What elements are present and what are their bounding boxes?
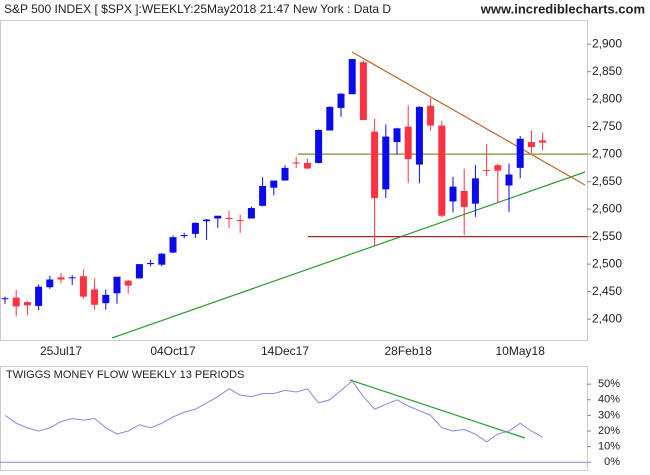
y-tick-label: 2,500	[592, 256, 622, 270]
y-tick-label: 2,550	[592, 229, 622, 243]
candle-body	[102, 294, 110, 304]
candle-body	[57, 277, 65, 280]
candle-body	[471, 178, 479, 204]
candle-body	[326, 106, 334, 131]
x-tick-label: 28Feb18	[385, 344, 433, 358]
candle-body	[113, 276, 121, 294]
y-tick-label: 2,450	[592, 284, 622, 298]
marks: 2,400 2,450 2,500 2,550 2,600 2,650 2,700 2,750…	[0, 36, 622, 468]
y-tick-label: 2,650	[592, 174, 622, 188]
candle-body	[259, 186, 267, 206]
y-tick-label: 2,750	[592, 119, 622, 133]
y-tick-label: 2,800	[592, 91, 622, 105]
candle-body	[415, 106, 423, 165]
candle-body	[247, 208, 255, 219]
candle-body	[494, 165, 502, 171]
candle-body	[516, 138, 524, 168]
candle-body	[449, 186, 457, 202]
candle-body	[303, 162, 311, 169]
indicator-title: TWIGGS MONEY FLOW WEEKLY 13 PERIODS	[6, 369, 244, 381]
price-panel	[0, 20, 588, 341]
y-tick-label: 30%	[598, 409, 620, 421]
candle-body	[315, 129, 323, 163]
resistance-trendline	[351, 51, 586, 186]
candle-body	[23, 302, 31, 306]
candle-body	[371, 131, 379, 199]
candle-body	[91, 289, 99, 305]
candle-body	[1, 298, 9, 300]
candle-body	[382, 136, 390, 190]
y-tick-label: 50%	[598, 378, 620, 390]
candle-body	[135, 264, 143, 279]
candle-body	[180, 234, 188, 237]
source-background	[432, 2, 650, 19]
candle-body	[337, 93, 345, 108]
y-tick-label: 2,900	[592, 36, 622, 50]
candle-body	[359, 62, 367, 121]
support-trendline	[111, 171, 586, 339]
indicator-trendline	[349, 379, 526, 439]
candle-body	[505, 174, 513, 186]
candle-body	[79, 276, 87, 297]
candle-body	[281, 167, 289, 181]
candle-body	[236, 220, 244, 222]
candle-body	[539, 140, 547, 143]
candle-body	[270, 180, 278, 188]
candle-body	[158, 253, 166, 265]
y-tick-label: 2,850	[592, 64, 622, 78]
candle-body	[68, 277, 76, 279]
y-tick-label: 0%	[604, 456, 620, 468]
candle-body	[35, 286, 43, 306]
y-tick-label: 10%	[598, 440, 620, 452]
candle-body	[427, 105, 435, 126]
candle-body	[147, 263, 155, 265]
candle-body	[348, 59, 356, 95]
candle-body	[460, 190, 468, 207]
candle-body	[46, 279, 54, 288]
candle-body	[124, 280, 132, 286]
candle-body	[12, 297, 20, 307]
candle-body	[438, 125, 446, 216]
candle-body	[214, 215, 222, 219]
money-flow-line	[4, 380, 543, 443]
x-tick-label: 10May18	[496, 344, 546, 358]
candle-body	[203, 219, 211, 222]
candle-body	[292, 162, 300, 164]
candle-body	[225, 217, 233, 220]
candle-body	[393, 128, 401, 143]
x-tick-label: 25Jul17	[40, 344, 82, 358]
x-tick-label: 04Oct17	[150, 344, 196, 358]
source: www.incrediblecharts.com	[480, 1, 645, 16]
y-tick-label: 20%	[598, 425, 620, 437]
candle-body	[483, 170, 491, 172]
chart-title: S&P 500 INDEX [ $SPX ]:WEEKLY:25May2018 …	[4, 2, 391, 16]
candle-body	[169, 237, 177, 253]
candle-body	[527, 142, 535, 148]
candle-body	[191, 222, 199, 234]
candle-body	[404, 126, 412, 160]
y-tick-label: 40%	[598, 394, 620, 406]
y-tick-label: 2,600	[592, 201, 622, 215]
indicator-panel	[0, 366, 588, 471]
x-tick-label: 14Dec17	[261, 344, 309, 358]
y-tick-label: 2,700	[592, 146, 622, 160]
y-tick-label: 2,400	[592, 311, 622, 325]
